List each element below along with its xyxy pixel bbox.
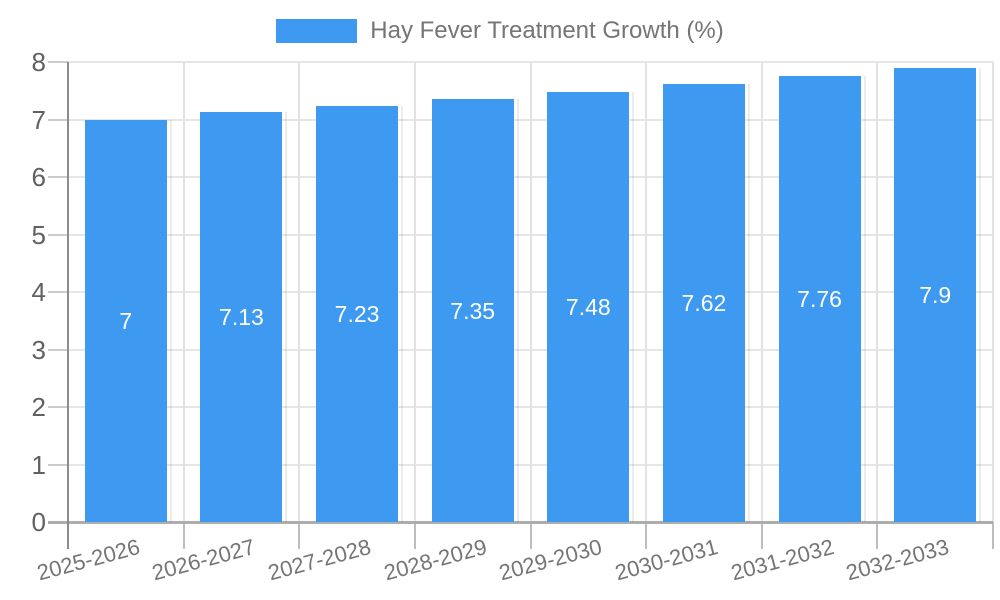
y-tick-label: 8 bbox=[31, 47, 46, 77]
v-gridline bbox=[645, 62, 648, 522]
x-tick-mark bbox=[645, 522, 648, 549]
y-tick-mark bbox=[48, 463, 68, 466]
legend-swatch bbox=[276, 19, 358, 43]
y-tick-mark bbox=[48, 406, 68, 408]
x-tick-mark bbox=[413, 522, 416, 549]
y-tick-label: 7 bbox=[31, 104, 46, 135]
bar-value-label: 7.23 bbox=[334, 301, 380, 328]
v-gridline bbox=[298, 62, 301, 522]
bar-value-label: 7.76 bbox=[797, 285, 842, 312]
y-tick-mark bbox=[48, 233, 68, 236]
y-tick-mark bbox=[48, 176, 68, 178]
y-tick-mark bbox=[48, 291, 68, 293]
y-tick-label: 3 bbox=[31, 334, 46, 365]
y-tick-label: 6 bbox=[31, 162, 46, 192]
bar: 7.35 bbox=[431, 99, 519, 522]
bar: 7.76 bbox=[778, 75, 866, 523]
legend: Hay Fever Treatment Growth (%) bbox=[0, 13, 1000, 49]
v-gridline bbox=[876, 62, 879, 522]
v-gridline bbox=[760, 62, 763, 522]
v-gridline bbox=[413, 62, 416, 522]
legend-label: Hay Fever Treatment Growth (%) bbox=[370, 17, 724, 44]
y-tick-label: 1 bbox=[31, 449, 46, 480]
bar: 7.13 bbox=[200, 112, 288, 522]
y-tick-label: 4 bbox=[31, 277, 46, 307]
bar: 7.9 bbox=[894, 67, 982, 523]
y-tick-mark bbox=[48, 118, 68, 121]
y-tick-label: 0 bbox=[31, 507, 46, 537]
x-tick-mark bbox=[298, 522, 301, 549]
x-tick-mark bbox=[182, 522, 185, 549]
y-tick-mark bbox=[48, 61, 68, 63]
bar-value-label: 7.13 bbox=[219, 304, 264, 330]
bar: 7.62 bbox=[662, 83, 750, 523]
v-gridline bbox=[182, 62, 185, 522]
v-gridline bbox=[529, 62, 532, 522]
bar-value-label: 7.9 bbox=[919, 281, 952, 308]
bar-value-label: 7.48 bbox=[565, 293, 611, 320]
bar: 7.23 bbox=[316, 106, 404, 522]
x-tick-mark bbox=[876, 522, 879, 549]
bar: 7.48 bbox=[547, 91, 635, 523]
bar-value-label: 7.62 bbox=[681, 289, 727, 316]
y-tick-label: 5 bbox=[31, 219, 46, 250]
y-tick-label: 2 bbox=[31, 392, 46, 422]
y-tick-mark bbox=[48, 348, 68, 351]
bar: 7 bbox=[84, 119, 172, 522]
x-axis-baseline bbox=[48, 521, 993, 524]
y-axis-line bbox=[67, 62, 69, 549]
bar-value-label: 7.35 bbox=[450, 297, 496, 324]
v-gridline bbox=[992, 62, 994, 522]
x-tick-mark bbox=[529, 522, 532, 549]
x-tick-mark bbox=[760, 522, 763, 549]
x-tick-mark bbox=[992, 522, 994, 549]
bar-value-label: 7 bbox=[119, 307, 133, 334]
